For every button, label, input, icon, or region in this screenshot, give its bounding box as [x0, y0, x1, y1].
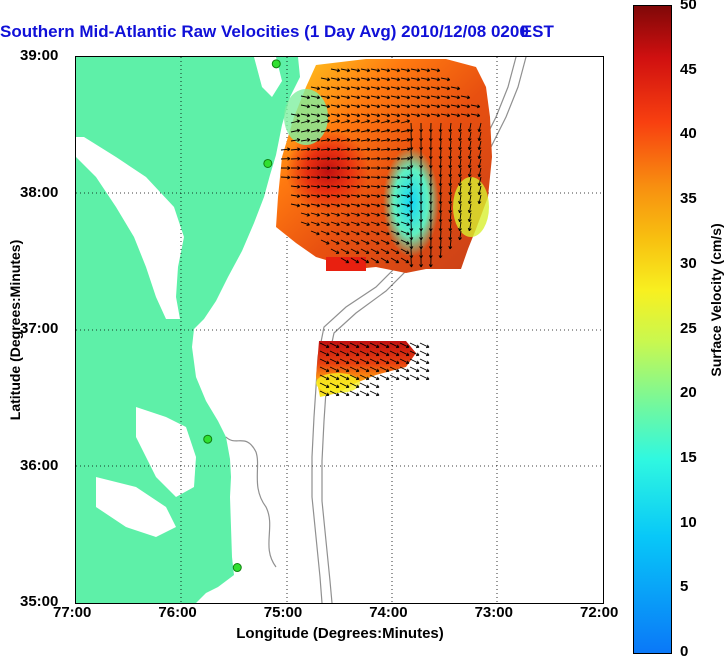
colorbar-tick-label: 10 — [680, 514, 697, 531]
map-plot-area — [75, 56, 604, 604]
x-tick-label: 77:00 — [53, 604, 91, 621]
x-tick-label: 73:00 — [475, 604, 513, 621]
y-tick-label: 35:00 — [20, 593, 58, 610]
colorbar-tick-label: 5 — [680, 578, 688, 595]
radar-station-marker — [204, 435, 212, 443]
x-tick-label: 74:00 — [369, 604, 407, 621]
velocity-arrow — [370, 391, 379, 396]
colorbar-tick-label: 50 — [680, 0, 697, 13]
colorbar-tick-label: 20 — [680, 384, 697, 401]
colorbar-tick-label: 40 — [680, 125, 697, 142]
x-tick-label: 75:00 — [264, 604, 302, 621]
y-tick-label: 36:00 — [20, 457, 58, 474]
velocity-arrow — [410, 343, 419, 348]
map-title-timezone: EST — [521, 22, 554, 41]
velocity-arrow — [360, 391, 369, 396]
radar-station-marker — [272, 60, 280, 68]
colorbar-tick-label: 0 — [680, 643, 688, 660]
y-tick-label: 39:00 — [20, 47, 58, 64]
velocity-arrow — [350, 391, 359, 396]
x-tick-label: 72:00 — [580, 604, 618, 621]
colorbar-tick-label: 30 — [680, 255, 697, 272]
y-axis-label: Latitude (Degrees:Minutes) — [7, 240, 23, 420]
radar-station-marker — [233, 564, 241, 572]
velocity-arrow — [410, 367, 419, 372]
velocity-arrow — [370, 375, 379, 380]
radar-station-marker — [264, 159, 272, 167]
colorbar-gradient — [634, 6, 671, 653]
colorbar-tick-label: 45 — [680, 61, 697, 78]
y-tick-label: 38:00 — [20, 184, 58, 201]
y-tick-label: 37:00 — [20, 320, 58, 337]
velocity-arrow — [420, 343, 429, 348]
colorbar-label: Surface Velocity (cm/s) — [708, 223, 724, 376]
velocity-arrow — [400, 375, 409, 380]
colorbar-tick-label: 25 — [680, 320, 697, 337]
velocity-arrow — [370, 383, 379, 388]
velocity-arrow — [420, 367, 429, 372]
velocity-arrow — [390, 375, 399, 380]
velocity-arrow — [360, 383, 369, 388]
velocity-arrow — [410, 375, 419, 380]
map-canvas — [76, 57, 603, 603]
colorbar — [633, 5, 672, 654]
velocity-arrow — [400, 367, 409, 372]
colorbar-tick-label: 15 — [680, 449, 697, 466]
map-title-text: Southern Mid-Atlantic Raw Velocities (1 … — [0, 22, 529, 41]
velocity-arrow — [420, 359, 429, 364]
x-axis-label: Longitude (Degrees:Minutes) — [236, 625, 444, 642]
x-tick-label: 76:00 — [158, 604, 196, 621]
velocity-arrow — [380, 375, 389, 380]
velocity-field-south — [316, 341, 416, 397]
velocity-arrow — [410, 359, 419, 364]
velocity-arrow — [420, 375, 429, 380]
velocity-arrow — [420, 351, 429, 356]
map-title: Southern Mid-Atlantic Raw Velocities (1 … — [0, 22, 570, 42]
colorbar-tick-label: 35 — [680, 190, 697, 207]
